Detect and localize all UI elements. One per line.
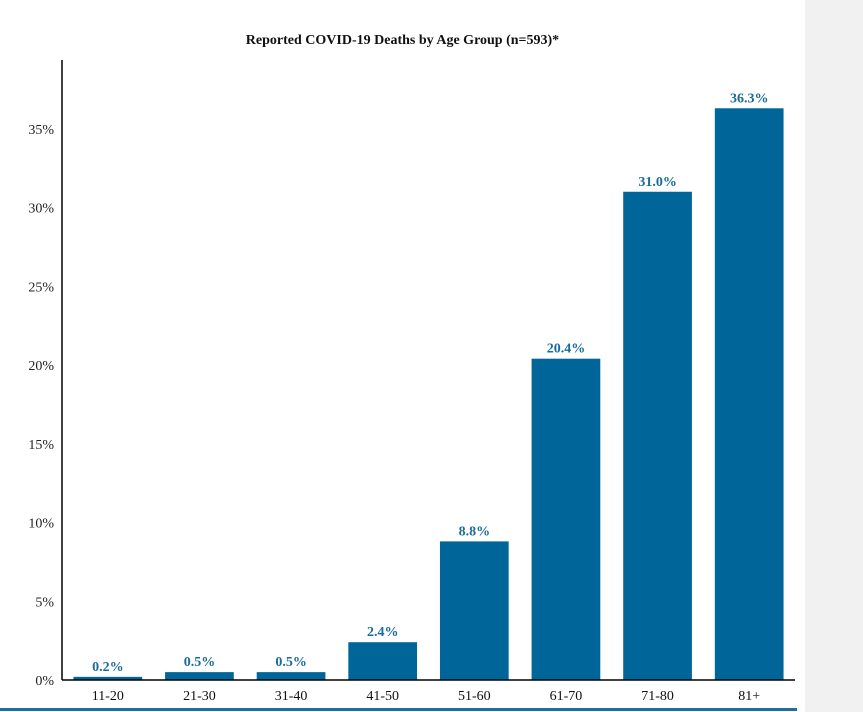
data-label: 36.3% [730,91,769,106]
bar-21-30 [165,672,234,680]
data-label: 8.8% [459,524,491,539]
bar-chart: 0% 5% 10% 15% 20% 25% 30% 35% 0.2% 0.5% 0.5% 2.4% 8… [28,60,795,704]
data-label: 20.4% [547,342,586,357]
bar-71-80 [623,191,692,680]
x-tick-label: 11-20 [92,689,124,704]
x-tick-label: 21-30 [183,689,216,704]
y-tick-label: 35% [28,123,54,138]
bar-41-50 [348,642,418,680]
x-axis: 11-20 21-30 31-40 41-50 51-60 61-70 71-80 81+ [62,679,795,704]
x-tick-label: 51-60 [458,689,491,704]
y-tick-label: 20% [28,359,54,374]
y-tick-label: 15% [28,438,54,453]
data-label: 2.4% [367,625,399,640]
x-tick-label: 41-50 [366,689,399,704]
data-label: 0.5% [184,655,216,670]
y-tick-label: 10% [28,517,54,532]
bar-81+ [714,108,784,680]
y-tick-label: 0% [35,674,54,689]
y-axis: 0% 5% 10% 15% 20% 25% 30% 35% [28,60,63,689]
side-panel [805,0,863,712]
chart-area: Reported COVID-19 Deaths by Age Group (n… [0,33,797,711]
bar-11-20 [73,676,143,680]
x-tick-label: 61-70 [550,689,583,704]
x-tick-label: 31-40 [275,689,308,704]
y-tick-label: 25% [28,280,54,295]
data-label: 0.2% [92,660,124,675]
bars: 0.2% 0.5% 0.5% 2.4% 8.8% 20.4% 31.0% 36.3% [73,91,784,680]
x-tick-label: 71-80 [641,689,674,704]
chart-title: Reported COVID-19 Deaths by Age Group (n… [245,33,560,48]
bar-51-60 [439,541,509,680]
y-tick-label: 5% [35,595,54,610]
bar-31-40 [256,672,326,680]
data-label: 0.5% [275,655,307,670]
y-tick-label: 30% [28,202,54,217]
data-label: 31.0% [638,175,677,190]
x-tick-label: 81+ [738,689,760,704]
bottom-rule [0,708,797,711]
bar-61-70 [531,358,601,680]
